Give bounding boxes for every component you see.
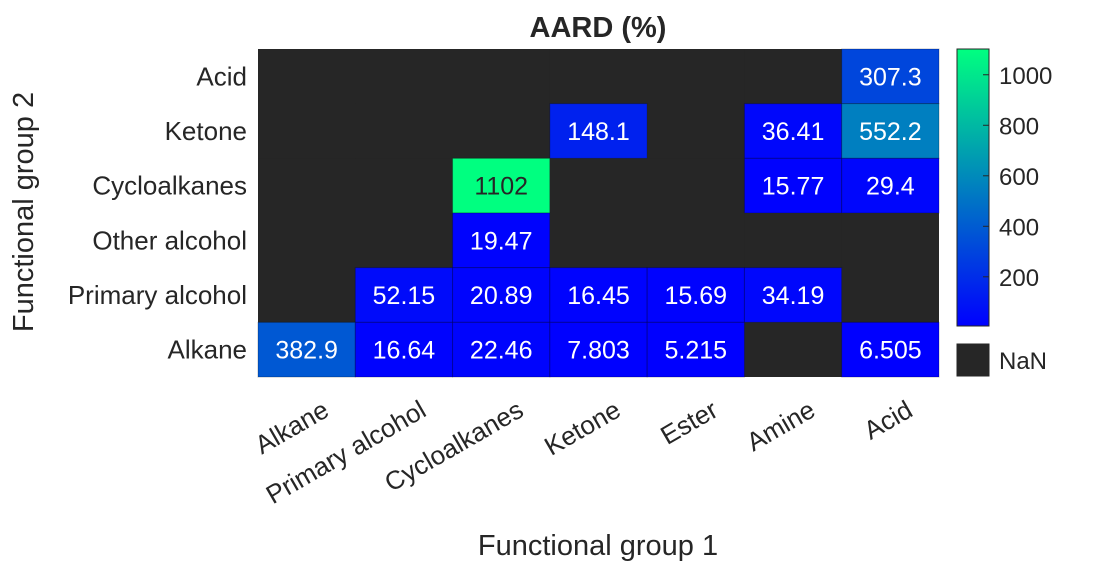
colorbar-tick-label: 400 xyxy=(999,214,1039,241)
heatmap-cell xyxy=(452,321,551,378)
cell-value-label: 20.89 xyxy=(470,282,533,310)
colorbar-tick-label: 200 xyxy=(999,265,1039,292)
heatmap-cell xyxy=(743,267,843,323)
nan-cell xyxy=(549,49,648,104)
cell-value-label: 552.2 xyxy=(859,118,922,146)
heatmap-cell xyxy=(841,48,940,105)
y-tick-label: Ketone xyxy=(165,116,247,146)
cell-value-label: 6.505 xyxy=(859,337,922,365)
y-axis-tick-labels: Acid Ketone Cycloalkanes Other alcohol Prima… xyxy=(68,61,247,364)
cell-value-label: 36.41 xyxy=(762,118,825,146)
y-tick-label: Other alcohol xyxy=(92,225,247,255)
heatmap-cell xyxy=(549,103,648,159)
y-axis-label: Functional group 2 xyxy=(8,92,40,332)
nan-cell xyxy=(355,103,453,159)
cell-value-label: 7.803 xyxy=(567,337,630,365)
y-tick-label: Primary alcohol xyxy=(68,280,247,310)
cell-value-label: 1102 xyxy=(474,173,528,201)
heatmap-cell xyxy=(743,103,843,159)
nan-cell xyxy=(744,49,842,104)
y-tick-label: Cycloalkanes xyxy=(92,171,247,201)
nan-cell xyxy=(355,158,453,213)
nan-cell xyxy=(258,213,356,268)
colorbar-tick-label: 1000 xyxy=(999,63,1052,90)
nan-cell xyxy=(258,158,356,213)
cell-value-label: 5.215 xyxy=(665,337,728,365)
y-tick-label: Alkane xyxy=(168,335,248,365)
nan-cell xyxy=(647,158,745,213)
heatmap-cell xyxy=(452,212,551,269)
heatmap-cell xyxy=(841,157,940,214)
cell-value-label: 22.46 xyxy=(470,337,533,365)
colorbar-tick-label: 600 xyxy=(999,164,1039,191)
nan-cell xyxy=(744,322,842,377)
y-tick-label: Acid xyxy=(196,61,247,91)
nan-cell xyxy=(841,267,939,323)
nan-legend-swatch xyxy=(956,343,990,377)
heatmap-cell xyxy=(354,267,454,323)
colorbar xyxy=(956,48,990,327)
heatmap-cell xyxy=(549,267,648,323)
x-tick-label: Acid xyxy=(859,394,918,445)
cell-value-labels: 307.3 148.1 36.41 552.2 1102 15.77 29.4 19.47 52… xyxy=(275,63,921,364)
x-tick-label: Amine xyxy=(741,394,820,457)
cell-value-label: 382.9 xyxy=(275,337,338,365)
nan-cell xyxy=(258,267,356,323)
nan-cell xyxy=(258,49,356,104)
nan-cell xyxy=(549,158,648,213)
cell-value-label: 16.64 xyxy=(373,337,436,365)
nan-cell xyxy=(452,103,550,159)
nan-cell xyxy=(355,49,453,104)
heatmap-cell xyxy=(646,267,745,323)
x-axis-label: Functional group 1 xyxy=(478,530,718,562)
cell-value-label: 34.19 xyxy=(762,282,825,310)
nan-legend-label: NaN xyxy=(999,348,1047,375)
heatmap-cell xyxy=(841,321,940,378)
x-tick-label: Primary alcohol xyxy=(261,394,431,510)
heatmap-cell xyxy=(452,267,551,323)
cell-value-label: 307.3 xyxy=(859,63,922,91)
cell-value-label: 52.15 xyxy=(373,282,436,310)
nan-cell xyxy=(549,213,648,268)
colorbar-tick-label: 800 xyxy=(999,113,1039,140)
nan-cell xyxy=(452,49,550,104)
cell-value-label: 16.45 xyxy=(567,282,630,310)
heatmap-cell xyxy=(646,321,745,378)
cell-value-label: 15.69 xyxy=(665,282,728,310)
cell-value-label: 148.1 xyxy=(567,118,630,146)
cell-value-label: 19.47 xyxy=(470,227,533,255)
heatmap-cell xyxy=(354,321,454,378)
chart-title: AARD (%) xyxy=(530,12,667,44)
cell-value-label: 29.4 xyxy=(866,173,915,201)
nan-cell xyxy=(258,103,356,159)
heatmap-cell xyxy=(257,321,356,378)
x-tick-label: Ketone xyxy=(539,394,625,461)
x-tick-label: Ester xyxy=(655,394,723,450)
heatmap-cells xyxy=(257,48,940,378)
nan-cell xyxy=(355,213,453,268)
nan-cell xyxy=(647,213,745,268)
colorbar-ticks: 200 400 600 800 1000 xyxy=(983,63,1052,292)
cell-value-label: 15.77 xyxy=(762,173,825,201)
heatmap-cell xyxy=(549,321,648,378)
nan-cell xyxy=(647,49,745,104)
nan-cell xyxy=(841,213,939,268)
nan-cell xyxy=(744,213,842,268)
nan-cell xyxy=(647,103,745,159)
